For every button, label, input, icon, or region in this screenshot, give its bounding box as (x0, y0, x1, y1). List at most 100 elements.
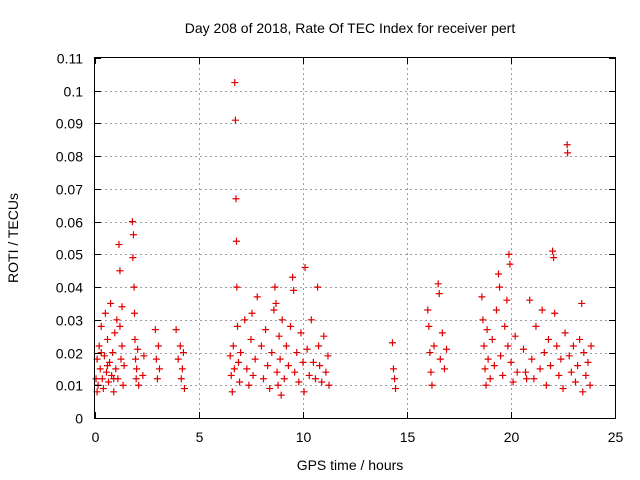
x-tick-label: 10 (296, 429, 312, 445)
data-point (237, 349, 245, 357)
x-tick-label: 20 (504, 429, 520, 445)
data-point (231, 79, 239, 87)
data-point (103, 362, 111, 370)
data-point (236, 378, 244, 386)
data-point (547, 362, 555, 370)
data-point (484, 355, 492, 363)
data-point (580, 349, 588, 357)
data-point (565, 352, 573, 360)
data-point (290, 286, 298, 294)
data-point (540, 349, 548, 357)
y-tick-label: 0 (75, 411, 83, 427)
data-point (490, 362, 498, 370)
data-point (578, 299, 586, 307)
data-point (523, 375, 531, 383)
data-point (428, 381, 436, 389)
data-point (320, 332, 328, 340)
data-point (571, 378, 579, 386)
data-point (227, 371, 235, 379)
data-point (272, 299, 280, 307)
data-point (492, 306, 500, 314)
data-point (486, 375, 494, 383)
data-point (111, 329, 119, 337)
data-point (232, 237, 240, 245)
data-point (480, 342, 488, 350)
y-axis-ticks: 0 0.01 0.02 0.03 0.04 0.05 0.06 0.07 0.08 0.09 0.1… (56, 51, 615, 427)
data-point (140, 352, 148, 360)
data-point (564, 149, 572, 157)
data-point (483, 326, 491, 334)
data-point (505, 250, 513, 258)
data-point (151, 326, 159, 334)
data-point (100, 352, 108, 360)
data-point (176, 342, 184, 350)
data-point (120, 362, 128, 370)
data-point (311, 375, 319, 383)
data-point (232, 195, 240, 203)
y-tick-label: 0.03 (56, 313, 83, 329)
data-point (309, 358, 317, 366)
data-point (131, 335, 139, 343)
data-point (92, 375, 100, 383)
data-point (235, 358, 243, 366)
y-tick-label: 0.11 (57, 51, 83, 67)
chart-title: Day 208 of 2018, Rate Of TEC Index for r… (185, 20, 516, 36)
data-point (513, 368, 521, 376)
data-point (154, 342, 162, 350)
data-point (563, 141, 571, 149)
y-tick-label: 0.01 (56, 378, 83, 394)
data-point (249, 371, 257, 379)
data-point (117, 355, 125, 363)
data-point (530, 375, 538, 383)
data-point (325, 381, 333, 389)
data-point (131, 309, 139, 317)
data-point (128, 218, 136, 226)
y-tick-label: 0.02 (56, 346, 83, 362)
data-point (264, 362, 272, 370)
plot-frame (94, 57, 616, 419)
data-point (271, 283, 279, 291)
x-axis-label: GPS time / hours (297, 457, 404, 473)
data-point (481, 365, 489, 373)
data-point (550, 254, 558, 262)
data-point (276, 355, 284, 363)
data-point (430, 342, 438, 350)
data-point (103, 335, 111, 343)
data-point (506, 260, 514, 268)
data-point (134, 345, 142, 353)
y-tick-label: 0.08 (56, 149, 83, 165)
data-point (478, 293, 486, 301)
data-point (282, 342, 290, 350)
data-point (503, 296, 511, 304)
data-point (231, 116, 239, 124)
data-point (280, 375, 288, 383)
data-point (177, 375, 185, 383)
data-point (135, 381, 143, 389)
data-point (536, 365, 544, 373)
data-point (299, 358, 307, 366)
data-point (526, 296, 534, 304)
data-point (426, 349, 434, 357)
data-point (130, 283, 138, 291)
data-point (101, 309, 109, 317)
data-point (574, 362, 582, 370)
data-point (549, 247, 557, 255)
x-tick-label: 25 (608, 429, 624, 445)
data-point (305, 371, 313, 379)
data-point (228, 388, 236, 396)
data-point (99, 385, 107, 393)
data-point (98, 375, 106, 383)
data-point (479, 316, 487, 324)
data-point (499, 371, 507, 379)
data-point (301, 263, 309, 271)
data-point (116, 267, 124, 275)
data-point (551, 309, 559, 317)
data-point (391, 375, 399, 383)
data-point (245, 381, 253, 389)
data-point (107, 299, 115, 307)
data-point (576, 335, 584, 343)
data-point (495, 270, 503, 278)
data-point (561, 329, 569, 337)
data-point (501, 322, 509, 330)
